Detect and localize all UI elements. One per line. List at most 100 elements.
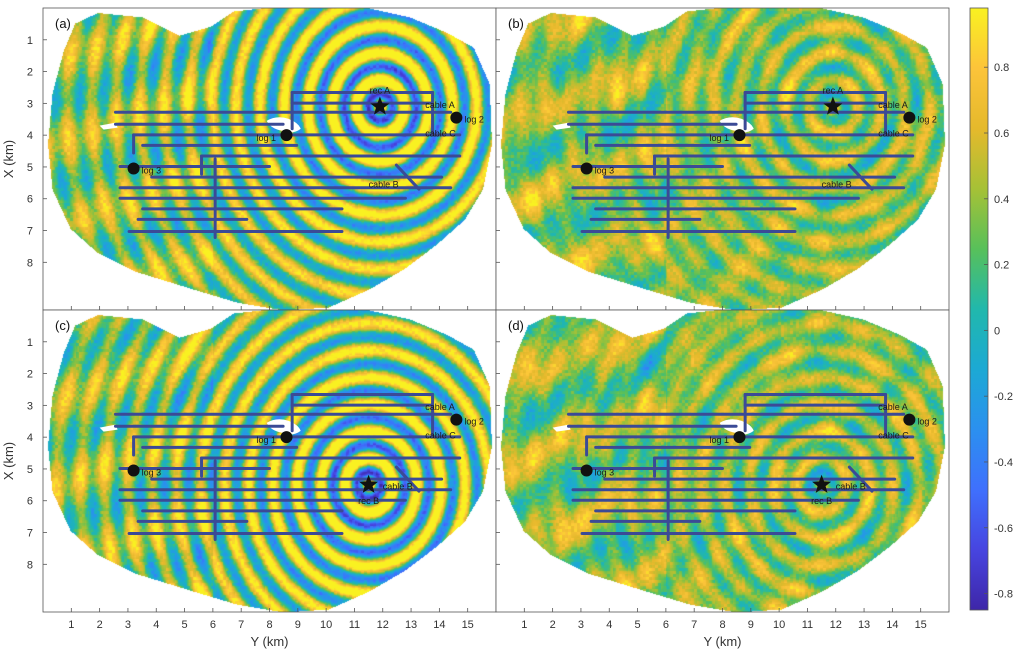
colorbar-tick-label: -0.2 — [994, 391, 1013, 403]
y-tick-label: 4 — [27, 432, 33, 444]
cable-label: cable A — [425, 100, 455, 110]
log-label: log 1 — [709, 133, 729, 143]
cable-label: cable B — [836, 481, 866, 491]
colorbar-tick-label: -0.4 — [994, 457, 1013, 469]
blank-patch — [552, 122, 571, 130]
cable-label: cable C — [878, 431, 909, 441]
blank-patch — [552, 424, 571, 432]
colorbar: 0.8 0.6 0.4 0.2 0 -0.2 -0.4 -0.6 -0.8 — [969, 7, 1013, 611]
x-tick-label: 9 — [295, 619, 301, 631]
heatmap-field — [496, 8, 949, 310]
cable-label: cable A — [878, 100, 908, 110]
source-star — [823, 96, 843, 115]
heatmap-field — [43, 310, 496, 612]
y-tick-label: 8 — [27, 257, 33, 269]
source-label: rec A — [823, 86, 844, 96]
log-label: log 2 — [464, 417, 484, 427]
colorbar-tick-label: -0.8 — [994, 589, 1013, 601]
x-axis-label: Y (km) — [703, 634, 741, 649]
log-marker — [127, 162, 140, 175]
cable-label: cable C — [425, 431, 456, 441]
blank-patch — [99, 424, 118, 432]
panel-label: (c) — [55, 318, 70, 333]
y-tick-label: 6 — [27, 194, 33, 206]
y-tick-label: 3 — [27, 98, 33, 110]
x-tick-label: 15 — [462, 619, 474, 631]
x-tick-label: 3 — [125, 619, 131, 631]
log-marker — [580, 162, 593, 175]
log-label: log 3 — [142, 166, 162, 176]
x-tick-label: 10 — [320, 619, 332, 631]
source-star — [359, 474, 379, 493]
y-tick-label: 5 — [27, 162, 33, 174]
panel-d: cable A cable C cable B log 1 log 2 log 3 rec … — [495, 309, 950, 649]
colorbar-bar — [969, 7, 989, 611]
x-tick-label: 13 — [858, 619, 870, 631]
x-tick-label: 13 — [405, 619, 417, 631]
source-star — [370, 96, 390, 115]
x-tick-label: 8 — [719, 619, 725, 631]
log-marker — [733, 129, 746, 142]
y-tick-label: 3 — [27, 400, 33, 412]
x-tick-label: 12 — [377, 619, 389, 631]
y-axis-label: X (km) — [1, 140, 16, 178]
y-tick-label: 2 — [27, 369, 33, 381]
cable-network — [113, 393, 462, 542]
colorbar-tick-label: 0.8 — [994, 62, 1009, 74]
y-tick-label: 5 — [27, 464, 33, 476]
panel-a: cable A cable C cable B log 1 log 2 log 3 rec … — [1, 7, 497, 311]
x-tick-label: 11 — [802, 619, 813, 631]
x-tick-label: 4 — [153, 619, 159, 631]
x-tick-label: 5 — [182, 619, 188, 631]
x-tick-label: 5 — [635, 619, 641, 631]
x-tick-label: 12 — [830, 619, 842, 631]
y-tick-label: 4 — [27, 130, 33, 142]
y-tick-label: 1 — [27, 337, 33, 349]
x-tick-label: 6 — [663, 619, 669, 631]
log-label: log 3 — [142, 468, 162, 478]
colorbar-tick-label: 0.6 — [994, 128, 1009, 140]
colorbar-tick-label: 0.4 — [994, 194, 1009, 206]
log-marker — [733, 431, 746, 444]
colorbar-tick-label: 0 — [994, 325, 1000, 337]
cable-label: cable B — [369, 179, 399, 189]
cable-line — [394, 163, 421, 191]
x-tick-label: 3 — [578, 619, 584, 631]
y-tick-label: 7 — [27, 528, 33, 540]
log-marker — [450, 413, 463, 426]
cable-label: cable A — [878, 402, 908, 412]
log-marker — [450, 111, 463, 124]
x-tick-label: 15 — [915, 619, 927, 631]
panel-label: (a) — [55, 16, 71, 31]
x-tick-label: 11 — [349, 619, 360, 631]
cable-network — [113, 91, 462, 240]
log-marker — [280, 129, 293, 142]
x-tick-label: 2 — [550, 619, 556, 631]
cable-label: cable C — [878, 129, 909, 139]
panel-label: (d) — [508, 318, 524, 333]
log-label: log 2 — [917, 115, 937, 125]
x-tick-label: 7 — [691, 619, 697, 631]
log-label: log 3 — [595, 166, 615, 176]
x-tick-label: 9 — [748, 619, 754, 631]
log-label: log 1 — [709, 435, 729, 445]
cable-label: cable C — [425, 129, 456, 139]
log-label: log 2 — [917, 417, 937, 427]
y-axis-label: X (km) — [1, 442, 16, 480]
x-tick-label: 10 — [773, 619, 785, 631]
panel-label: (b) — [508, 16, 524, 31]
cable-line — [847, 465, 874, 493]
log-label: log 2 — [464, 115, 484, 125]
y-tick-label: 1 — [27, 35, 33, 47]
x-axis-label: Y (km) — [250, 634, 288, 649]
panel-c: cable A cable C cable B log 1 log 2 log 3 rec … — [1, 309, 497, 649]
x-tick-label: 14 — [433, 619, 445, 631]
colorbar-tick-label: -0.6 — [994, 523, 1013, 535]
x-tick-label: 1 — [68, 619, 74, 631]
cable-line — [847, 163, 874, 191]
panels: cable A cable C cable B log 1 log 2 log 3 rec … — [1, 7, 950, 649]
source-label: rec A — [370, 86, 391, 96]
source-label: rec B — [358, 496, 379, 506]
log-marker — [903, 111, 916, 124]
